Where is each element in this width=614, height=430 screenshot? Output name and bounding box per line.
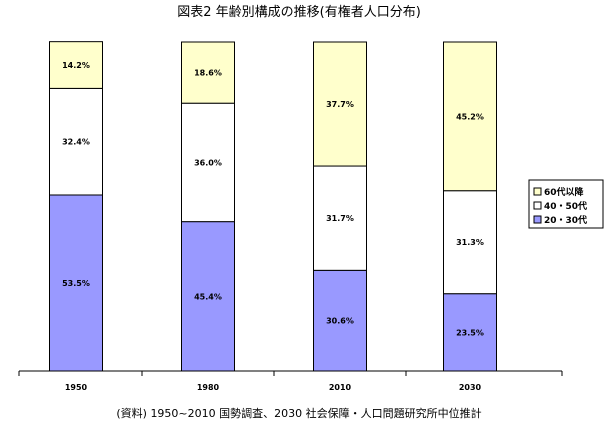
legend-swatch-2 [533, 187, 542, 196]
data-label-2030-2: 45.2% [456, 112, 484, 121]
plot-area: 53.5% 32.4% 14.2% 1950 45.4% 36.0% 18.6% 1980 30… [18, 41, 563, 392]
chart-source: (資料) 1950~2010 国勢調査、2030 社会保障・人口問題研究所中位推… [116, 406, 481, 420]
legend-swatch-1 [533, 201, 542, 210]
data-label-1950-0: 53.5% [62, 279, 90, 288]
bar-segment-2010-2 [313, 41, 367, 167]
bar-segment-1950-1 [49, 87, 103, 196]
data-label-1950-1: 32.4% [62, 138, 90, 147]
legend-label-0: 20・30代 [544, 214, 587, 226]
bar-segment-2010-1 [313, 165, 367, 271]
legend-swatch-0 [533, 215, 542, 224]
bar-segment-1950-0 [49, 194, 103, 372]
legend-label-1: 40・50代 [544, 200, 587, 212]
data-label-1950-2: 14.2% [62, 61, 90, 70]
bar-segment-1980-2 [181, 41, 235, 104]
legend-label-2: 60代以降 [544, 186, 585, 198]
bar-segment-1980-0 [181, 221, 235, 372]
data-label-1980-2: 18.6% [194, 69, 222, 78]
data-label-2030-0: 23.5% [456, 328, 484, 337]
x-tick-label-1950: 1950 [65, 383, 88, 392]
bar-segment-1950-2 [49, 41, 103, 89]
x-tick-label-2010: 2010 [329, 383, 352, 392]
data-label-1980-1: 36.0% [194, 158, 222, 167]
bar-segment-1980-1 [181, 102, 235, 223]
x-tick-label-2030: 2030 [459, 383, 482, 392]
data-label-2010-0: 30.6% [326, 317, 354, 326]
bar-segment-2030-2 [443, 41, 497, 192]
legend: 60代以降 40・50代 20・30代 [528, 179, 604, 229]
data-label-2010-1: 31.7% [326, 214, 354, 223]
data-label-1980-0: 45.4% [194, 292, 222, 301]
data-label-2010-2: 37.7% [326, 100, 354, 109]
chart-title: 図表2 年齢別構成の推移(有権者人口分布) [177, 4, 421, 20]
bar-segment-2030-1 [443, 190, 497, 295]
bar-segment-2030-0 [443, 293, 497, 372]
x-tick-label-1980: 1980 [197, 383, 220, 392]
data-label-2030-1: 31.3% [456, 238, 484, 247]
